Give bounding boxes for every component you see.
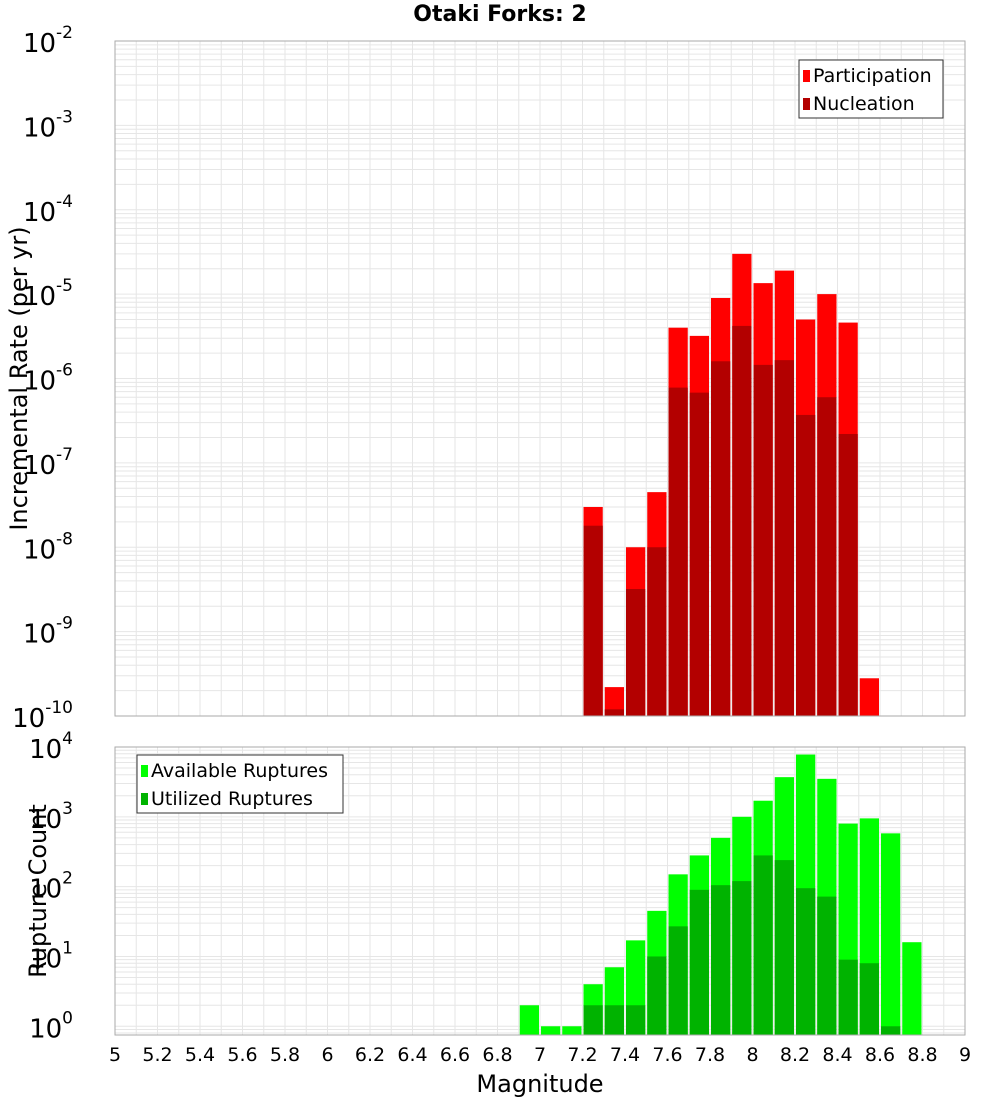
bottom-legend: Available Ruptures Utilized Ruptures (136, 754, 344, 814)
x-tick-label: 7.8 (695, 1044, 725, 1066)
x-tick-label: 6.6 (440, 1044, 470, 1066)
legend-label: Utilized Ruptures (151, 788, 313, 810)
bar-participation (859, 678, 879, 716)
bar-nucleation (817, 397, 837, 716)
x-tick-label: 5.8 (270, 1044, 300, 1066)
bottom-bars (519, 754, 922, 1035)
x-tick-label: 9 (959, 1044, 971, 1066)
y-tick-label: 102 (29, 869, 73, 905)
x-tick-label: 6.2 (355, 1044, 385, 1066)
y-tick-label: 100 (29, 1008, 73, 1044)
bar-utilized-ruptures (711, 885, 731, 1035)
x-tick-label: 7.6 (652, 1044, 682, 1066)
bar-available-ruptures (881, 833, 901, 1035)
bar-available-ruptures (541, 1026, 561, 1035)
legend-box (798, 59, 944, 119)
top-frame (114, 40, 966, 717)
bottom-y-axis-label: Rupture Count (24, 804, 52, 978)
bar-available-ruptures (519, 1005, 539, 1035)
x-tick-label: 8.8 (907, 1044, 937, 1066)
bar-participation (604, 687, 624, 716)
y-tick-label: 104 (29, 729, 73, 765)
x-tick-label: 6 (321, 1044, 333, 1066)
bottom-frame (114, 746, 966, 1036)
y-tick-label: 10-3 (23, 107, 73, 143)
bar-available-ruptures (902, 942, 922, 1035)
legend-label: Available Ruptures (151, 760, 328, 782)
y-tick-label: 10-9 (23, 614, 73, 650)
legend-swatch (141, 793, 148, 805)
top-y-tick-labels: 10-10 10-9 10-8 10-7 10-6 10-5 10-4 10-3 10-2 (12, 23, 73, 734)
bottom-y-tick-labels: 100 101 102 103 104 (29, 729, 73, 1044)
bar-utilized-ruptures (583, 1005, 603, 1035)
x-tick-label: 7.4 (610, 1044, 640, 1066)
bar-utilized-ruptures (647, 956, 667, 1035)
legend-box (136, 754, 344, 814)
bar-nucleation (583, 525, 603, 716)
bar-utilized-ruptures (774, 860, 794, 1035)
bar-utilized-ruptures (796, 888, 816, 1035)
y-tick-label: 10-5 (23, 276, 73, 312)
x-tick-label: 8.6 (865, 1044, 895, 1066)
legend-swatch (803, 98, 810, 110)
legend-swatch (803, 70, 810, 82)
top-bars (583, 253, 879, 716)
legend-label: Nucleation (813, 93, 915, 115)
top-grid (114, 41, 966, 717)
bottom-panel: 100 101 102 103 104 5 5.2 5.4 5.6 5.8 6 6.2 6.4 6.6 6… (24, 729, 971, 1098)
x-tick-label: 7 (534, 1044, 546, 1066)
y-tick-label: 10-2 (23, 23, 73, 59)
bar-nucleation (732, 325, 752, 716)
bar-nucleation (796, 414, 816, 716)
bar-nucleation (668, 387, 688, 716)
y-tick-label: 101 (29, 938, 73, 974)
bar-utilized-ruptures (626, 1005, 646, 1035)
bar-utilized-ruptures (881, 1026, 901, 1035)
x-tick-label: 5.6 (227, 1044, 257, 1066)
bar-utilized-ruptures (859, 963, 879, 1035)
top-legend: Participation Nucleation (798, 59, 944, 119)
bar-nucleation (753, 364, 773, 716)
bar-available-ruptures (562, 1026, 582, 1035)
x-axis-label: Magnitude (476, 1070, 603, 1098)
legend-swatch (141, 765, 148, 777)
x-tick-label: 7.2 (567, 1044, 597, 1066)
y-tick-label: 103 (29, 799, 73, 835)
bar-nucleation (689, 392, 709, 716)
top-panel: 10-10 10-9 10-8 10-7 10-6 10-5 10-4 10-3 10-2 Pa… (5, 23, 966, 734)
x-tick-label: 5.2 (142, 1044, 172, 1066)
y-tick-label: 10-4 (23, 192, 73, 228)
bar-utilized-ruptures (838, 959, 858, 1035)
bar-nucleation (626, 589, 646, 716)
bar-utilized-ruptures (817, 896, 837, 1035)
bar-nucleation (647, 547, 667, 716)
x-tick-label: 5.4 (185, 1044, 215, 1066)
bar-utilized-ruptures (753, 855, 773, 1035)
y-tick-label: 10-8 (23, 529, 73, 565)
bar-nucleation (604, 709, 624, 716)
bar-nucleation (774, 360, 794, 716)
bar-utilized-ruptures (668, 926, 688, 1035)
bar-nucleation (711, 361, 731, 716)
x-tick-label: 8.4 (822, 1044, 852, 1066)
top-y-axis-label: Incremental Rate (per yr) (5, 226, 33, 530)
bar-utilized-ruptures (732, 881, 752, 1035)
x-tick-label: 6.4 (397, 1044, 427, 1066)
y-tick-label: 10-10 (12, 698, 73, 734)
x-tick-label: 8 (746, 1044, 758, 1066)
y-tick-label: 10-6 (23, 361, 73, 397)
y-tick-label: 10-7 (23, 445, 73, 481)
x-tick-label: 5 (109, 1044, 121, 1066)
x-tick-label: 6.8 (482, 1044, 512, 1066)
x-tick-labels: 5 5.2 5.4 5.6 5.8 6 6.2 6.4 6.6 6.8 7 7.2 7.4 7.6 7.8 8… (109, 1044, 971, 1066)
bar-utilized-ruptures (689, 889, 709, 1035)
x-tick-label: 8.2 (780, 1044, 810, 1066)
legend-label: Participation (813, 65, 932, 87)
bar-nucleation (838, 433, 858, 716)
chart-title: Otaki Forks: 2 (413, 2, 587, 27)
bar-utilized-ruptures (604, 1005, 624, 1035)
